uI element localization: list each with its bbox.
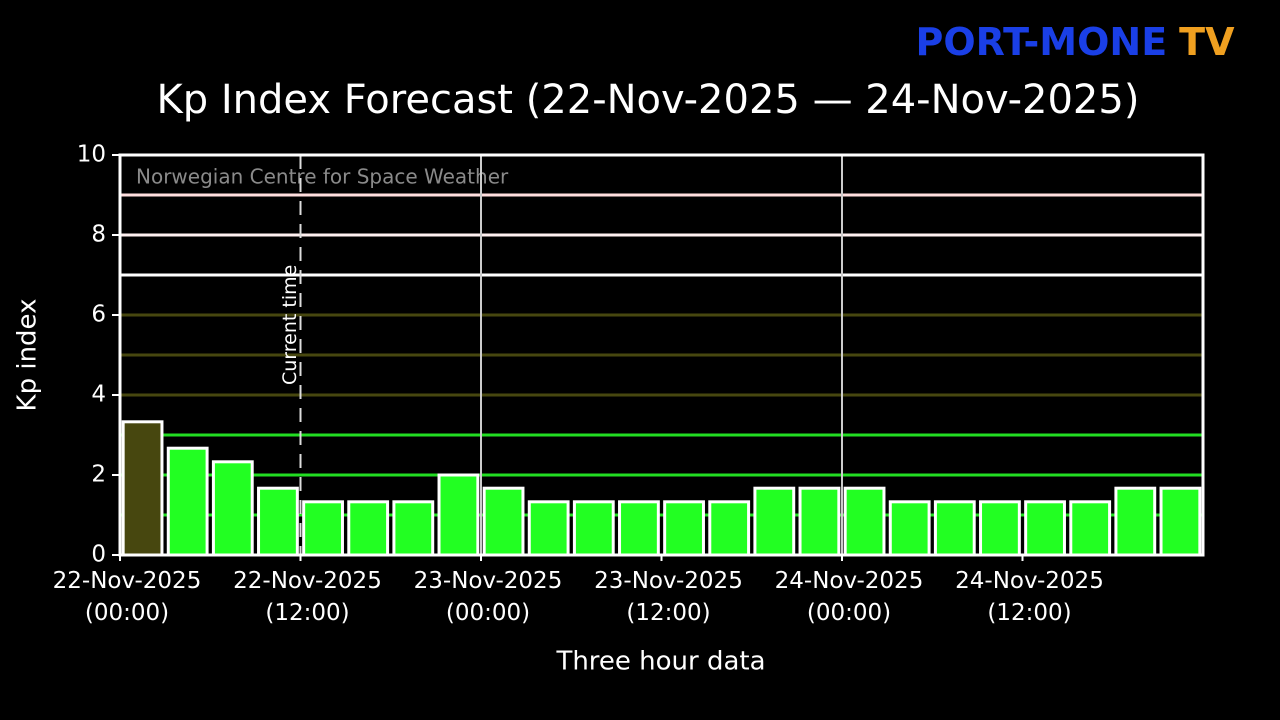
logo-suffix: TV	[1179, 20, 1235, 64]
plot-frame	[118, 153, 1205, 557]
bar	[1159, 486, 1202, 557]
x-tick-label: 23-Nov-2025 (00:00)	[413, 568, 563, 626]
bar	[211, 460, 254, 557]
y-tick-label: 4	[91, 382, 106, 408]
x-tick-label: 24-Nov-2025 (12:00)	[955, 568, 1104, 626]
bar	[888, 500, 931, 557]
bar	[302, 500, 344, 557]
bar	[798, 486, 841, 557]
y-tick-label: 10	[77, 142, 106, 168]
bar	[663, 500, 705, 557]
logo: PORT-MONE TV	[915, 20, 1235, 64]
annotation: Norwegian Centre for Space Weather	[136, 165, 509, 189]
bar	[121, 420, 164, 557]
bar	[347, 500, 390, 557]
y-axis-label: Kp index	[13, 299, 43, 412]
bar	[166, 446, 209, 557]
y-tick-label: 0	[91, 542, 106, 568]
y-tick-label: 6	[91, 302, 106, 328]
bar	[618, 500, 660, 557]
x-tick-label: 22-Nov-2025 (12:00)	[233, 568, 382, 626]
bar	[527, 500, 570, 557]
bar	[979, 500, 1021, 557]
bar	[708, 500, 751, 557]
x-tick-label: 24-Nov-2025 (00:00)	[774, 568, 924, 626]
bar	[753, 486, 796, 557]
bar	[572, 500, 615, 557]
x-tick-label: 23-Nov-2025 (12:00)	[594, 568, 743, 626]
bar	[1069, 500, 1112, 557]
chart-title: Kp Index Forecast (22-Nov-2025 — 24-Nov-…	[157, 77, 1140, 123]
y-tick-label: 2	[91, 462, 106, 488]
bar	[843, 486, 886, 557]
bar	[437, 473, 480, 557]
x-axis-label: Three hour data	[555, 647, 765, 677]
y-tick-label: 8	[91, 222, 106, 248]
bar	[257, 486, 299, 557]
current-time-label: Current time	[279, 265, 301, 385]
bar	[392, 500, 435, 557]
x-tick-label: 22-Nov-2025 (00:00)	[52, 568, 202, 626]
bar	[1024, 500, 1066, 557]
bar	[1114, 486, 1157, 557]
bar	[482, 486, 525, 557]
logo-text: PORT-MONE	[915, 20, 1167, 64]
bar	[933, 500, 976, 557]
